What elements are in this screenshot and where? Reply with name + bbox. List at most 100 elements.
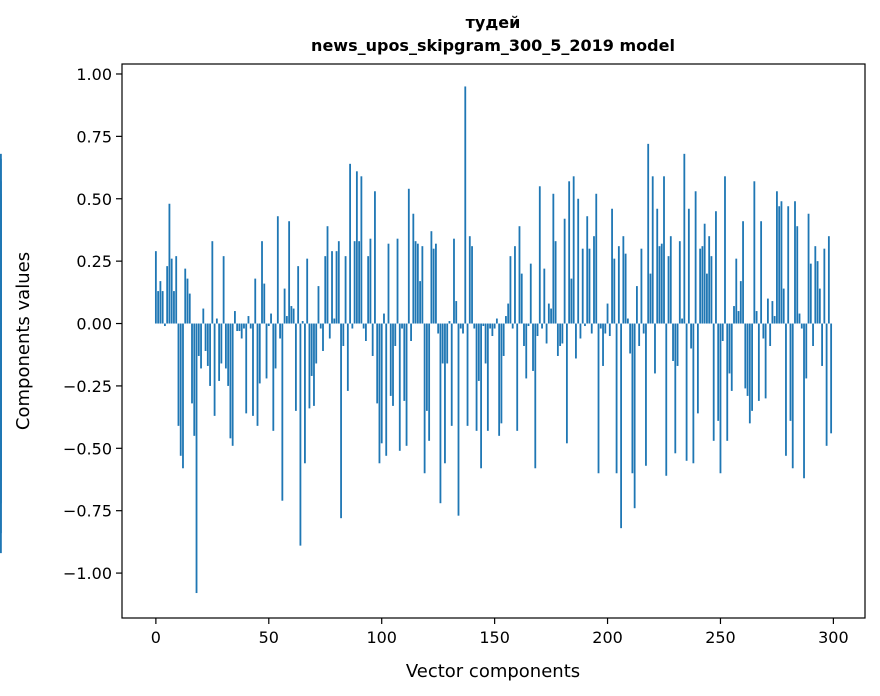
bar	[579, 323, 582, 339]
bar	[584, 323, 586, 327]
bar	[234, 311, 236, 324]
bar	[604, 323, 607, 334]
bar	[703, 223, 706, 324]
bar	[757, 323, 760, 401]
bar	[331, 251, 333, 324]
plot-frame	[121, 63, 866, 619]
bar	[554, 241, 557, 324]
bar	[538, 186, 541, 324]
bar	[597, 323, 600, 474]
bar	[480, 323, 482, 469]
bar	[647, 143, 650, 324]
bar	[403, 323, 406, 401]
bar	[809, 263, 812, 324]
bar	[281, 323, 284, 501]
bar	[457, 323, 460, 516]
bar	[660, 243, 663, 324]
bar	[453, 238, 455, 324]
bar	[473, 323, 476, 329]
bar	[450, 323, 453, 426]
bar	[186, 278, 189, 324]
bar	[477, 323, 480, 381]
bar	[636, 286, 638, 324]
bar	[410, 323, 412, 341]
bar	[593, 236, 595, 324]
y-tick-label: 0.25	[76, 252, 112, 271]
x-tick-label: 50	[259, 628, 279, 647]
bars-group	[0, 86, 833, 594]
bar	[696, 323, 699, 414]
x-axis-label: Vector components	[406, 661, 580, 682]
bar	[692, 323, 695, 464]
y-tick-label: 0.75	[76, 127, 112, 146]
bar	[315, 323, 318, 364]
bar	[672, 323, 674, 361]
bar	[629, 323, 632, 354]
bar	[468, 236, 471, 324]
bar	[308, 323, 311, 409]
bar	[498, 323, 501, 436]
bar	[561, 323, 564, 344]
bar	[254, 278, 257, 324]
bar	[389, 323, 392, 396]
bar	[726, 323, 729, 441]
bar	[179, 323, 182, 456]
bar	[687, 208, 690, 324]
bar	[518, 226, 521, 324]
bar	[247, 316, 250, 324]
bar	[491, 323, 494, 337]
bar	[791, 323, 794, 469]
bar	[780, 201, 783, 324]
bar	[412, 213, 415, 324]
bar	[742, 221, 744, 324]
y-tick-label: 0.00	[76, 315, 112, 334]
bar	[414, 241, 417, 324]
bar	[168, 203, 171, 324]
bar	[0, 153, 2, 324]
bar	[193, 323, 196, 436]
bar	[733, 306, 735, 324]
bar	[602, 323, 604, 366]
bar	[360, 176, 363, 324]
bar	[502, 323, 505, 356]
bar	[565, 323, 568, 444]
bar	[482, 323, 485, 327]
bar	[556, 323, 559, 356]
bar	[407, 188, 410, 324]
bar	[358, 241, 361, 324]
bar	[154, 251, 157, 324]
bar	[505, 316, 507, 324]
bar	[708, 236, 711, 324]
bar	[292, 308, 295, 324]
bar	[575, 323, 577, 359]
y-tick-label: −0.75	[63, 502, 112, 521]
bar	[240, 323, 243, 339]
chart-subtitle: news_upos_skipgram_300_5_2019 model	[311, 36, 675, 55]
bar	[317, 286, 320, 324]
bar	[800, 323, 803, 329]
bar	[220, 323, 223, 364]
bar	[432, 248, 435, 324]
bar	[640, 248, 643, 324]
chart-title: тудей	[466, 13, 521, 32]
bar	[173, 291, 175, 324]
bar	[383, 313, 385, 324]
bar	[376, 323, 379, 404]
bar	[177, 323, 180, 426]
bar	[778, 206, 781, 324]
bar	[0, 281, 2, 324]
bar	[423, 323, 426, 474]
bar	[310, 323, 313, 376]
bar	[0, 323, 2, 344]
bar	[588, 248, 591, 324]
bar	[572, 176, 575, 324]
bar	[764, 323, 767, 399]
x-tick-label: 150	[479, 628, 510, 647]
bar	[814, 246, 817, 324]
bar	[532, 323, 534, 371]
bar	[326, 226, 329, 324]
bar	[812, 323, 814, 346]
bar	[387, 243, 390, 324]
bar	[730, 323, 733, 391]
